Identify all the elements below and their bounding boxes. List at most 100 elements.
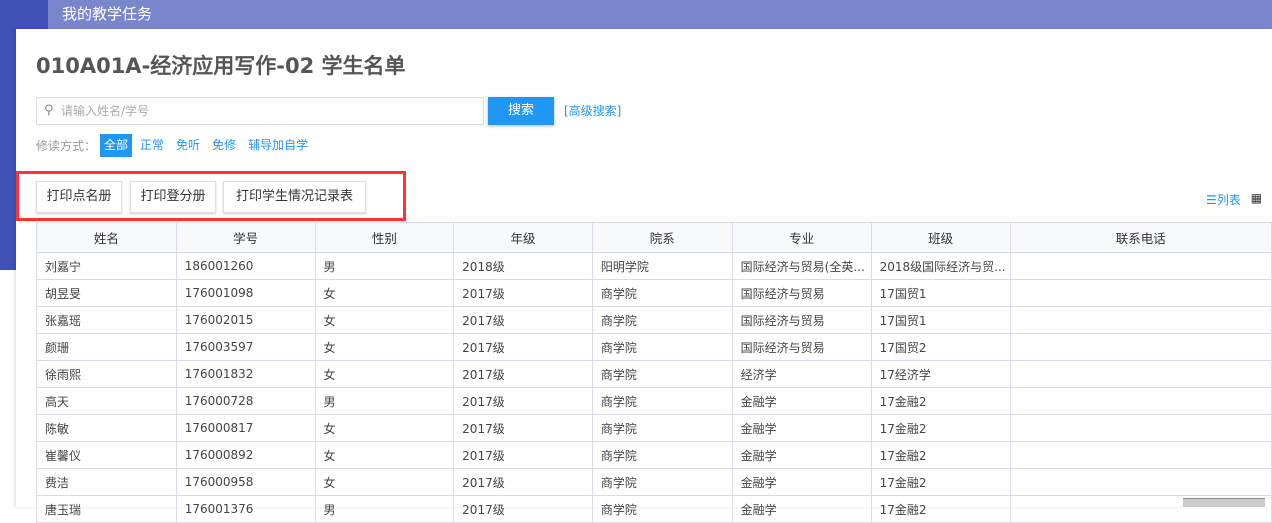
table-cell: 2017级: [453, 495, 593, 523]
column-header[interactable]: 年级: [453, 222, 593, 253]
table-cell: 176001376: [175, 495, 316, 523]
taskbar-tray: [1183, 498, 1265, 507]
table-cell: 张嘉瑶: [36, 306, 177, 334]
table-header: 姓名 学号 性别 年级 院系 专业 班级 联系电话: [36, 222, 1272, 253]
table-cell: [1009, 252, 1272, 280]
table-cell: 陈敏: [36, 414, 177, 442]
table-cell: 商学院: [591, 306, 733, 334]
column-header[interactable]: 性别: [314, 222, 455, 253]
table-cell: 2018级: [453, 252, 593, 280]
table-cell: 2018级国际经济与贸...: [870, 252, 1011, 280]
table-cell: 阳明学院: [591, 252, 733, 280]
column-header[interactable]: 院系: [591, 222, 733, 253]
student-table: 姓名 学号 性别 年级 院系 专业 班级 联系电话 刘嘉宁 186001260 男 2018级 阳明学…: [36, 222, 1272, 523]
table-cell: 商学院: [591, 495, 733, 523]
table-cell: 2017级: [453, 279, 593, 307]
table-row[interactable]: 高天 176000728 男 2017级 商学院 金融学 17金融2: [36, 387, 1272, 415]
table-cell: 胡昱旻: [36, 279, 177, 307]
table-cell: 女: [314, 468, 455, 496]
filter-option-audit-exempt[interactable]: 免听: [176, 138, 201, 152]
table-cell: 国际经济与贸易: [731, 306, 872, 334]
table-cell: 唐玉瑞: [36, 495, 177, 523]
column-header[interactable]: 姓名: [36, 222, 177, 253]
table-cell: 女: [314, 333, 455, 361]
table-cell: 17国贸2: [870, 333, 1011, 361]
table-cell: 颜珊: [36, 333, 177, 361]
table-cell: 崔馨仪: [36, 441, 177, 469]
list-icon: ☰: [1206, 193, 1217, 207]
table-cell: 2017级: [453, 414, 593, 442]
table-row[interactable]: 刘嘉宁 186001260 男 2018级 阳明学院 国际经济与贸易(全英... 2018级…: [36, 252, 1272, 280]
highlight-box: [16, 171, 406, 221]
table-cell: [1009, 414, 1272, 442]
table-cell: 女: [314, 414, 455, 442]
table-cell: 17金融2: [870, 441, 1011, 469]
filter-option-tutored[interactable]: 辅导加自学: [248, 138, 309, 152]
table-cell: 男: [314, 252, 455, 280]
table-cell: 费洁: [36, 468, 177, 496]
table-cell: 刘嘉宁: [36, 252, 177, 280]
table-cell: 高天: [36, 387, 177, 415]
table-cell: [1009, 441, 1272, 469]
table-cell: 17金融2: [870, 414, 1011, 442]
table-row[interactable]: 陈敏 176000817 女 2017级 商学院 金融学 17金融2: [36, 414, 1272, 442]
print-student-record-button[interactable]: 打印学生情况记录表: [223, 181, 366, 213]
search-input[interactable]: ⚲ 请输入姓名/学号: [36, 97, 484, 125]
sidebar: [0, 0, 20, 270]
table-cell: 17经济学: [870, 360, 1011, 388]
table-row[interactable]: 张嘉瑶 176002015 女 2017级 商学院 国际经济与贸易 17国贸1: [36, 306, 1272, 334]
table-cell: 女: [314, 279, 455, 307]
table-cell: 2017级: [453, 387, 593, 415]
table-cell: [1009, 306, 1272, 334]
table-cell: 女: [314, 306, 455, 334]
table-cell: 2017级: [453, 360, 593, 388]
table-cell: 176000728: [175, 387, 316, 415]
table-cell: 176000958: [175, 468, 316, 496]
filter-option-exempt[interactable]: 免修: [212, 138, 237, 152]
table-cell: 176001832: [175, 360, 316, 388]
table-cell: 金融学: [731, 441, 872, 469]
table-row[interactable]: 唐玉瑞 176001376 男 2017级 商学院 金融学 17金融2: [36, 495, 1272, 523]
table-cell: 2017级: [453, 468, 593, 496]
column-header[interactable]: 学号: [175, 222, 316, 253]
table-cell: 男: [314, 387, 455, 415]
print-roll-call-button[interactable]: 打印点名册: [36, 181, 122, 213]
table-cell: 国际经济与贸易(全英...: [731, 252, 872, 280]
table-cell: [1009, 333, 1272, 361]
page-title: 010A01A-经济应用写作-02 学生名单: [36, 54, 406, 78]
column-header[interactable]: 专业: [731, 222, 872, 253]
search-icon: ⚲: [44, 103, 54, 118]
print-grade-sheet-button[interactable]: 打印登分册: [130, 181, 216, 213]
table-cell: 176001098: [175, 279, 316, 307]
table-cell: 176002015: [175, 306, 316, 334]
study-mode-filter: 修读方式： 全部 正常 免听 免修 辅导加自学: [36, 134, 316, 157]
list-view-button[interactable]: ☰列表: [1206, 193, 1241, 207]
table-cell: [1009, 360, 1272, 388]
table-cell: 商学院: [591, 279, 733, 307]
table-row[interactable]: 费洁 176000958 女 2017级 商学院 金融学 17金融2: [36, 468, 1272, 496]
column-header[interactable]: 联系电话: [1009, 222, 1272, 253]
grid-icon[interactable]: ▦: [1250, 191, 1263, 205]
table-cell: 2017级: [453, 441, 593, 469]
table-cell: 17金融2: [870, 495, 1011, 523]
advanced-search-link[interactable]: [高级搜索]: [564, 104, 622, 118]
table-cell: 女: [314, 360, 455, 388]
table-row[interactable]: 崔馨仪 176000892 女 2017级 商学院 金融学 17金融2: [36, 441, 1272, 469]
table-cell: 17金融2: [870, 468, 1011, 496]
table-row[interactable]: 颜珊 176003597 女 2017级 商学院 国际经济与贸易 17国贸2: [36, 333, 1272, 361]
table-row[interactable]: 徐雨熙 176001832 女 2017级 商学院 经济学 17经济学: [36, 360, 1272, 388]
table-cell: 国际经济与贸易: [731, 279, 872, 307]
table-row[interactable]: 胡昱旻 176001098 女 2017级 商学院 国际经济与贸易 17国贸1: [36, 279, 1272, 307]
filter-option-all[interactable]: 全部: [100, 134, 133, 157]
table-cell: 17金融2: [870, 387, 1011, 415]
table-cell: 2017级: [453, 333, 593, 361]
filter-option-normal[interactable]: 正常: [140, 138, 165, 152]
table-cell: 徐雨熙: [36, 360, 177, 388]
filter-label: 修读方式：: [36, 139, 97, 153]
table-cell: 17国贸1: [870, 306, 1011, 334]
search-button[interactable]: 搜索: [488, 97, 554, 125]
column-header[interactable]: 班级: [870, 222, 1011, 253]
search-placeholder: 请输入姓名/学号: [61, 104, 150, 118]
table-cell: 176000817: [175, 414, 316, 442]
table-cell: 17国贸1: [870, 279, 1011, 307]
